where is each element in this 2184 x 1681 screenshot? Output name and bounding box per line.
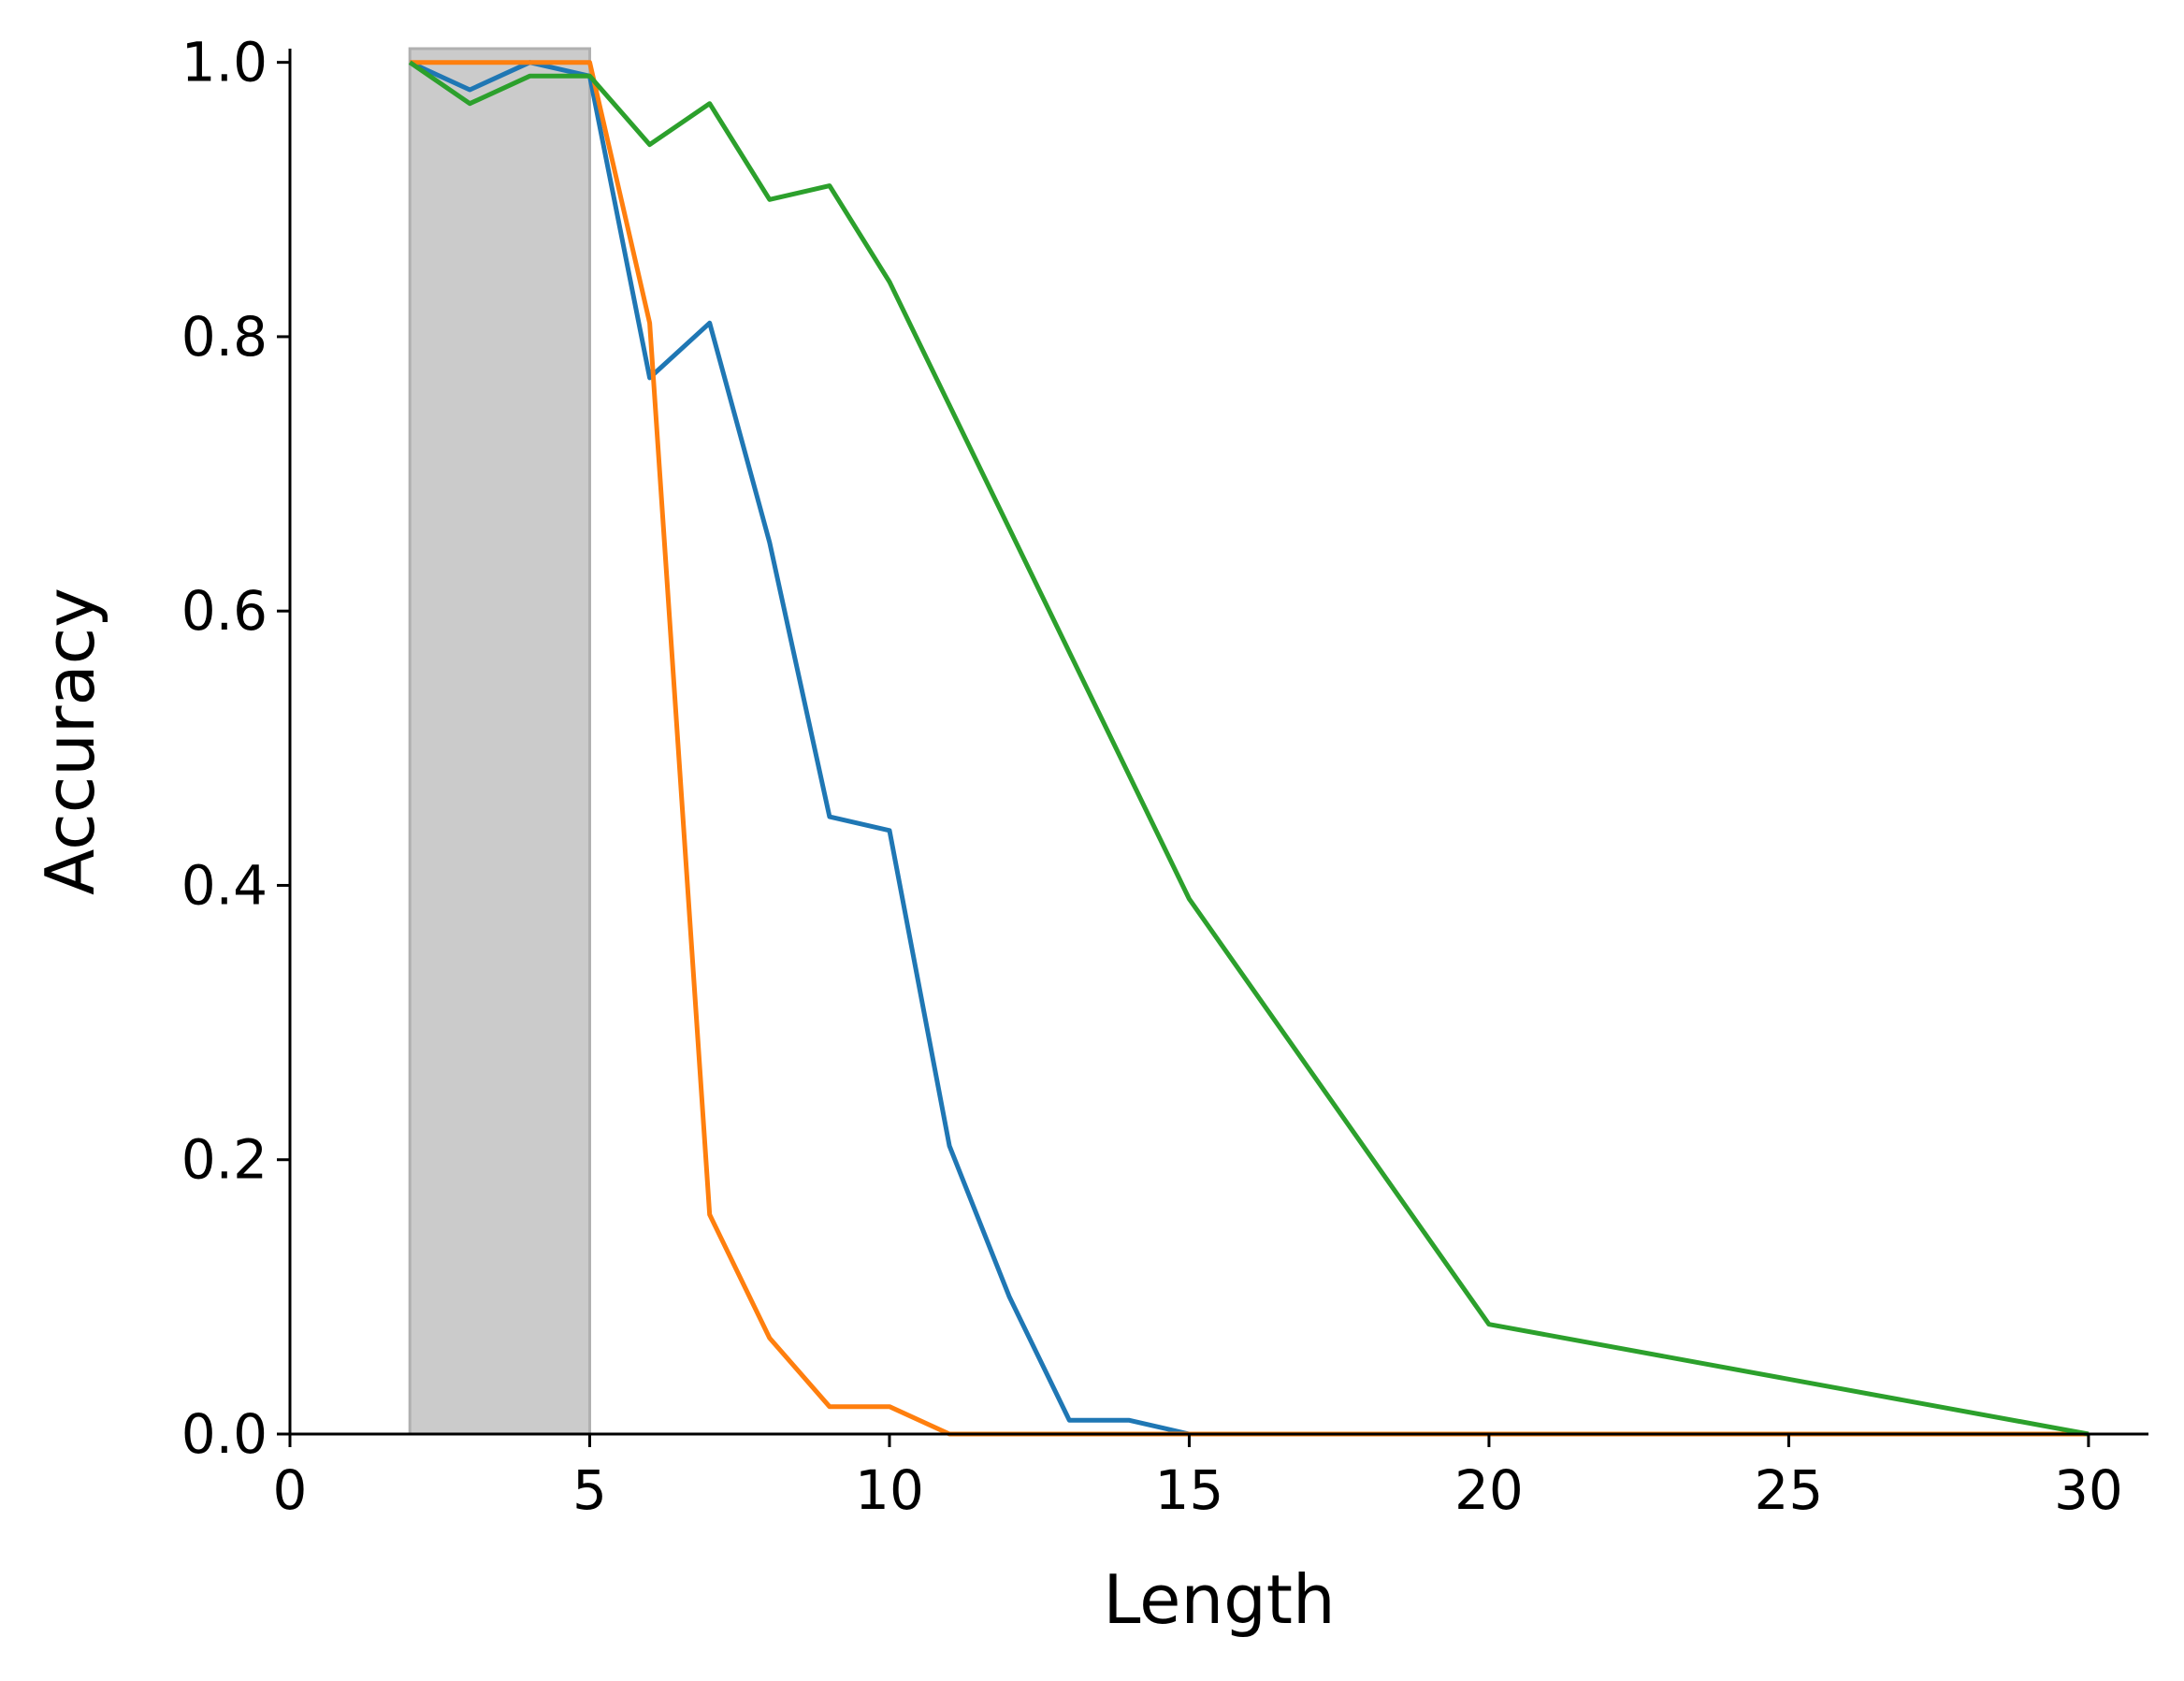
y-tick-label: 0.2 <box>181 1128 268 1192</box>
shaded-region <box>408 47 591 1436</box>
x-axis-title: Length <box>1103 1560 1335 1639</box>
shaded-region-layer <box>408 47 591 1436</box>
y-ticks: 0.0 0.2 0.4 0.6 0.8 1.0 <box>181 31 290 1466</box>
x-tick-label: 20 <box>1454 1458 1524 1522</box>
x-tick-label: 10 <box>855 1458 924 1522</box>
series-line-3 <box>408 60 2090 1437</box>
axes-layer <box>288 49 2148 1436</box>
series-line-2 <box>410 60 2089 1437</box>
x-tick-label: 15 <box>1155 1458 1224 1522</box>
y-tick-label: 1.0 <box>181 31 268 94</box>
y-tick-label: 0.4 <box>181 853 268 917</box>
x-tick-label: 0 <box>273 1458 308 1522</box>
x-tick-label: 25 <box>1755 1458 1824 1522</box>
series-layer <box>408 60 2090 1437</box>
x-tick-label: 30 <box>2054 1458 2123 1522</box>
y-tick-label: 0.8 <box>181 305 268 369</box>
x-tick-label: 5 <box>572 1458 607 1522</box>
y-tick-label: 0.0 <box>181 1402 268 1466</box>
y-axis-title: Accuracy <box>31 587 109 895</box>
series-line-1 <box>409 60 2089 1437</box>
y-tick-label: 0.6 <box>181 579 268 643</box>
x-ticks: 0 5 10 15 20 25 30 <box>273 1434 2123 1522</box>
